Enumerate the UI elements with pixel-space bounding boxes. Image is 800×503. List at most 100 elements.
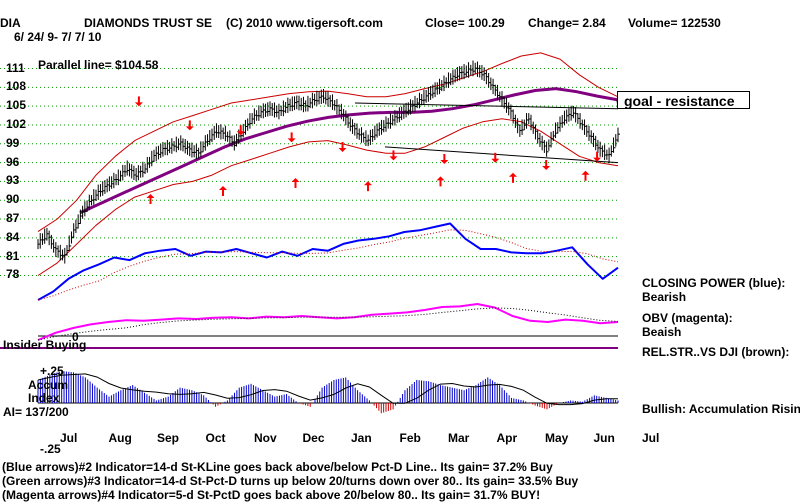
symbol-label: DIA	[0, 16, 21, 30]
bullish-label: Bullish: Accumulation Rising	[642, 402, 800, 416]
sell-arrow-head	[542, 166, 551, 170]
sell-arrow	[389, 150, 398, 161]
buy-arrow-head	[219, 186, 227, 190]
security-name: DIAMONDS TRUST SE	[84, 16, 213, 30]
volume-label: Volume= 122530	[628, 16, 721, 30]
accum-title: Accum	[28, 378, 69, 392]
sell-arrow-head	[236, 131, 245, 136]
buy-arrow-head	[581, 170, 590, 175]
volume-value: 122530	[680, 16, 721, 30]
obv-line	[37, 303, 619, 341]
ai-value: AI= 137/200	[3, 405, 69, 419]
parallel-line-label: Parallel line= $104.58	[38, 58, 159, 72]
y-tick-label: 87	[6, 211, 20, 226]
price-series	[37, 60, 620, 264]
upper-band-series	[37, 52, 619, 233]
sell-arrow	[440, 154, 449, 164]
buy-arrow	[219, 186, 227, 196]
month-label: Oct	[205, 431, 226, 445]
sell-arrow-head	[338, 148, 347, 152]
y-tick-label: 78	[6, 267, 20, 282]
buy-arrow	[146, 194, 155, 204]
sell-arrow-head	[287, 138, 296, 143]
copyright-label: (C) 2010 www.tigersoft.com	[226, 16, 383, 30]
obv-state: Beaish	[642, 325, 682, 339]
insider-buying-label: Insider Buying	[3, 338, 87, 352]
accum-minus-label: -.25	[40, 442, 61, 456]
y-tick-label: 105	[6, 98, 27, 113]
obv-label: OBV (magenta):	[642, 311, 733, 325]
sell-arrow-head	[389, 156, 398, 161]
footer-line-magenta: (Magenta arrows)#4 Indicator=5-d St-PctD…	[2, 488, 541, 502]
goal-resistance-label: goal - resistance	[617, 91, 750, 109]
closing-power-series	[37, 222, 619, 301]
y-tick-label: 93	[6, 173, 20, 188]
sell-arrow-head	[185, 126, 194, 131]
accum-index-bars	[37, 371, 619, 414]
sell-arrow	[338, 142, 347, 152]
y-tick-label: 96	[6, 154, 20, 169]
close-label: Close= 100.29	[425, 16, 505, 30]
y-tick-label: 102	[6, 116, 27, 131]
closing-power-state: Bearish	[642, 290, 687, 304]
sell-arrow-head	[134, 102, 143, 107]
index-title: Index	[28, 391, 60, 405]
buy-arrow-head	[509, 172, 517, 177]
month-label: Jun	[593, 431, 615, 445]
sell-arrow	[542, 160, 551, 170]
sell-arrow-head	[440, 160, 449, 164]
month-label: Apr	[496, 431, 518, 445]
lower-band-series	[37, 118, 619, 276]
obv-ma	[37, 307, 619, 341]
buy-arrow-head	[291, 178, 300, 182]
footer-line-blue: (Blue arrows)#2 Indicator=14-d St-KLine …	[2, 460, 553, 474]
y-tick-label: 90	[6, 192, 20, 207]
month-label: Jul	[642, 431, 660, 445]
closing-power-ma	[37, 229, 619, 301]
buy-arrow-head	[436, 176, 445, 181]
change-value: 2.84	[582, 16, 606, 30]
accum-ma-line	[37, 373, 618, 406]
month-label: May	[545, 431, 569, 445]
sell-arrow	[287, 132, 296, 143]
y-tick-label: 84	[6, 229, 20, 244]
zero-label: 0	[72, 330, 79, 344]
month-label: Dec	[302, 431, 325, 445]
y-tick-label: 99	[6, 135, 20, 150]
sell-arrow	[185, 120, 194, 131]
moving-average-series	[79, 87, 619, 215]
chart-grid	[0, 68, 618, 276]
footer-line-green: (Green arrows)#3 Indicator=14-d St-Pct-D…	[2, 474, 579, 488]
buy-arrow	[509, 172, 517, 183]
sell-arrow	[593, 151, 602, 162]
signal-arrows	[134, 96, 602, 204]
buy-arrow	[364, 181, 372, 192]
month-label: Aug	[108, 431, 132, 445]
y-tick-label: 108	[6, 79, 27, 94]
month-label: Nov	[254, 431, 277, 445]
buy-arrow	[291, 178, 300, 188]
month-label: Jan	[351, 431, 372, 445]
buy-arrow	[436, 176, 445, 187]
change-label: Change= 2.84	[528, 16, 606, 30]
close-value: 100.29	[468, 16, 505, 30]
support-line	[384, 146, 619, 164]
obv-series	[37, 303, 619, 341]
moving-average-line	[79, 87, 619, 215]
closing-power-label: CLOSING POWER (blue):	[642, 276, 786, 290]
month-label: Feb	[399, 431, 421, 445]
date-range: 6/ 24/ 9- 7/ 7/ 10	[14, 30, 102, 44]
buy-arrow-head	[364, 181, 372, 186]
sell-arrow	[491, 152, 500, 163]
buy-arrow-head	[146, 194, 155, 198]
accum-plus-label: +.25	[40, 364, 64, 378]
sell-arrow-head	[593, 157, 602, 162]
y-tick-label: 111	[6, 60, 25, 75]
sell-arrow-head	[491, 158, 500, 163]
lower-band-line	[37, 118, 619, 276]
sell-arrow	[134, 96, 143, 107]
month-label: Sep	[157, 431, 180, 445]
month-label: Mar	[448, 431, 470, 445]
month-label: Jul	[60, 431, 78, 445]
